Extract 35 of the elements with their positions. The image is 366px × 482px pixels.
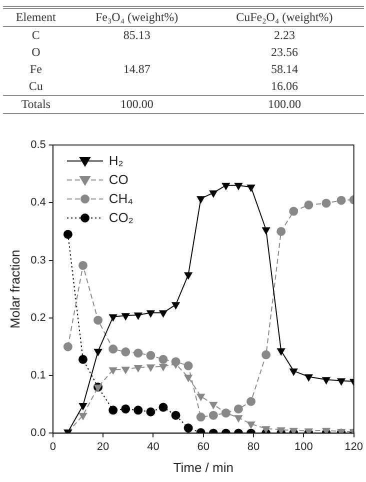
text: 100.00 — [119, 96, 154, 113]
legend-label: CH₄ — [108, 191, 133, 206]
legend-label: H₂ — [108, 153, 124, 168]
x-tick-label: 100 — [294, 440, 313, 453]
x-tick-label: 120 — [344, 440, 364, 453]
x-tick-label: 0 — [50, 440, 56, 453]
x-tick-label: 60 — [197, 440, 210, 453]
text: 14.87 — [122, 61, 152, 78]
x-tick-label: 40 — [147, 440, 160, 453]
category-label: Fe₃O₄ (weight%) — [94, 9, 180, 26]
text: Cu — [28, 78, 44, 95]
text: 16.06 — [270, 78, 299, 95]
category-label: CuFe₂O₄ (weight%) — [235, 9, 334, 26]
y-tick-label: 0.2 — [30, 312, 46, 324]
text: 2.23 — [272, 27, 296, 44]
category-label: Element — [14, 9, 57, 26]
x-axis-title: Time / min — [173, 460, 234, 475]
text: 23.56 — [270, 44, 299, 61]
y-tick-label: 0.0 — [30, 427, 46, 440]
text: Totals — [20, 96, 52, 113]
y-tick-label: 0.5 — [30, 139, 46, 152]
x-tick-label: 20 — [96, 440, 110, 453]
text: O — [30, 44, 42, 61]
text: 58.14 — [270, 61, 299, 78]
text: 85.13 — [122, 27, 152, 44]
text: C — [30, 27, 41, 44]
y-tick-label: 0.1 — [30, 370, 46, 382]
text: Fe — [28, 61, 43, 78]
y-tick-label: 0.3 — [30, 254, 46, 266]
x-tick-label: 80 — [247, 440, 260, 453]
text: 100.00 — [266, 96, 302, 113]
legend-label: CO — [108, 172, 128, 187]
y-axis-title: Molar fraction — [7, 250, 22, 328]
legend-label: CO₂ — [108, 210, 134, 225]
y-tick-label: 0.4 — [30, 196, 46, 209]
